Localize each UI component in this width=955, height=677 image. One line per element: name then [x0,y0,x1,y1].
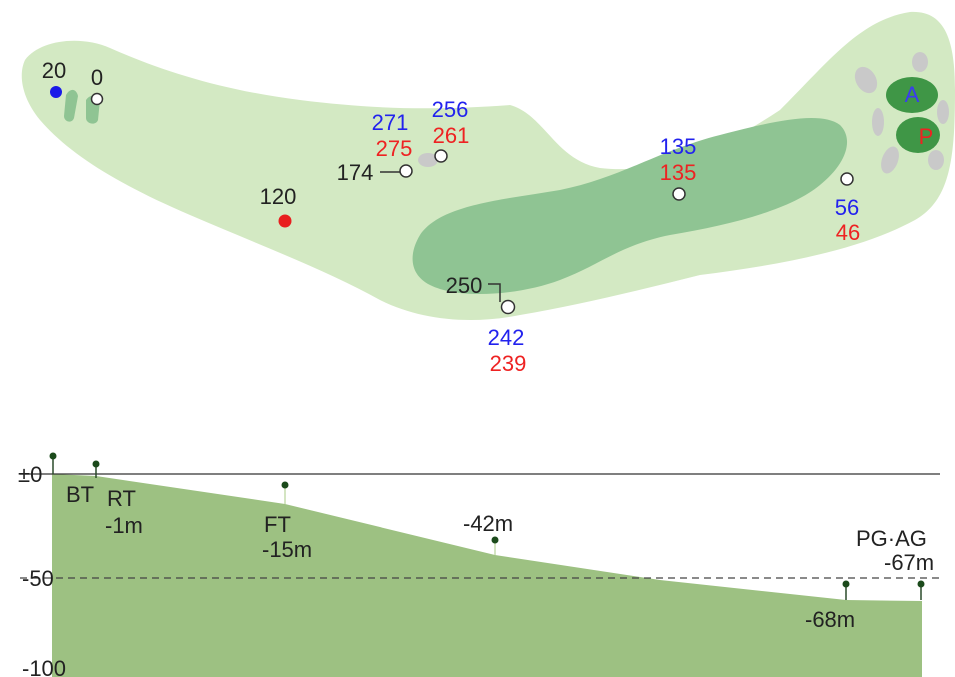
pg-pin [917,580,925,588]
elevation-fill [52,474,922,677]
axis-minus100-label: -100 [22,656,66,677]
mid-pin [491,536,499,544]
bunker [937,100,949,124]
yardage-256-blue: 256 [432,97,469,122]
yardage-135-blue: 135 [660,134,697,159]
ft-value: -15m [262,537,312,562]
bunker [872,108,884,136]
green-a-label: A [905,82,920,107]
point-135 [672,187,686,201]
yardage-135-red: 135 [660,160,697,185]
marker-174-point [399,164,413,178]
back-tee-marker [50,86,62,98]
marker-250-leader [488,283,501,302]
bunker [418,153,438,167]
regular-tee-label: 0 [91,65,103,90]
regular-tee-marker [90,92,104,106]
yardage-242-blue: 242 [488,325,525,350]
bt-pin [49,452,57,460]
rt-pin [92,460,100,468]
rt-label: RT [107,486,136,511]
yardage-256-red: 261 [433,123,470,148]
point-56 [840,172,854,186]
green-p [896,117,940,153]
bunker [912,52,928,72]
point-256 [434,149,448,163]
elevation-profile: ±0 -50 -100 BT RT -1m FT -15m -42m -68m … [18,452,940,677]
bunker [854,66,878,94]
mid-value: -42m [463,511,513,536]
hazard-label: 120 [260,184,297,209]
pg-ag-label: PG·AG [856,526,927,551]
low-value: -68m [805,607,855,632]
hole-map: A P 20 0 120 174 271 275 256 261 135 135… [21,11,955,376]
axis-minus50-label: -50 [22,566,54,591]
bt-label: BT [66,482,94,507]
tee-box [64,89,78,122]
marker-250-label: 250 [446,273,483,298]
bunker [881,146,899,174]
point-242 [500,299,516,315]
bunker [928,150,944,170]
marker-174-label: 174 [337,160,374,185]
fairway [412,118,848,295]
rough-area [21,11,955,320]
ft-label: FT [264,512,291,537]
yardage-56-blue: 56 [835,195,859,220]
yardage-271-blue: 271 [372,110,409,135]
yardage-271-red: 275 [376,136,413,161]
pg-ag-value: -67m [884,550,934,575]
back-tee-label: 20 [42,58,66,83]
yardage-242-red: 239 [490,351,527,376]
axis-zero-label: ±0 [18,462,42,487]
hazard-marker [278,214,292,228]
ft-pin [281,481,289,489]
green-a [886,77,938,113]
low-pin [842,580,850,588]
yardage-56-red: 46 [836,220,860,245]
rt-value: -1m [105,513,143,538]
green-p-label: P [919,124,934,149]
